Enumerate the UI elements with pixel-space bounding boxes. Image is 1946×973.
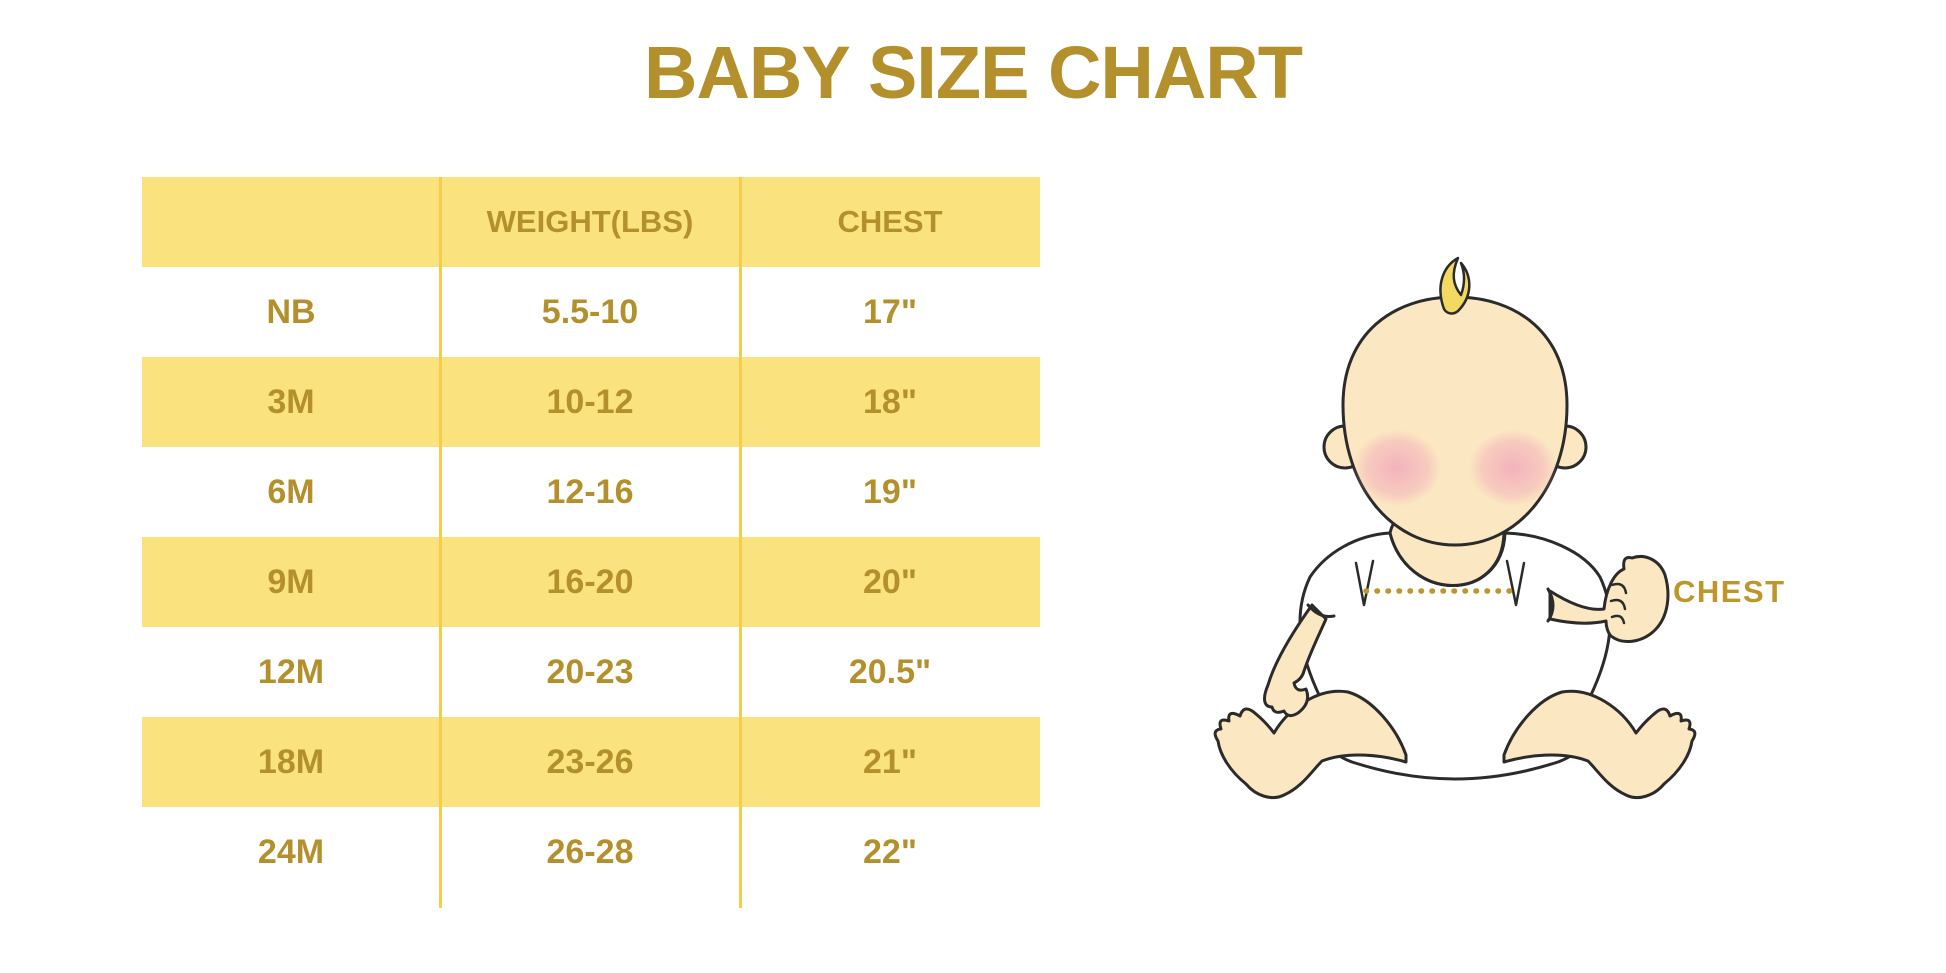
size-cell: NB xyxy=(266,292,316,331)
baby-leg-right xyxy=(1502,689,1697,799)
baby-blush-right xyxy=(1469,430,1557,506)
column-divider xyxy=(739,177,742,908)
chest-cell: 19" xyxy=(863,472,917,511)
table-row: 9M 16-20 20" xyxy=(142,537,1040,627)
baby-arm-right xyxy=(1548,555,1670,643)
size-cell: 12M xyxy=(257,652,325,691)
weight-cell: 5.5-10 xyxy=(541,292,639,331)
fist-knuckles xyxy=(1609,582,1628,625)
size-cell: 18M xyxy=(257,742,325,781)
size-cell: 3M xyxy=(267,382,315,421)
weight-cell: 12-16 xyxy=(546,472,634,511)
chest-cell: 22" xyxy=(863,832,917,871)
size-cell: 24M xyxy=(257,832,325,871)
table-row: 6M 12-16 19" xyxy=(142,447,1040,537)
baby-illustration: CHEST xyxy=(1160,255,1860,875)
table-header-row: WEIGHT(LBS) CHEST xyxy=(142,177,1040,267)
sleeve-cuff-left xyxy=(1306,603,1336,618)
weight-cell: 16-20 xyxy=(546,562,634,601)
size-table: WEIGHT(LBS) CHEST NB 5.5-10 17" 3M 10-12… xyxy=(142,177,1040,908)
baby-hair-curl xyxy=(1439,256,1471,315)
weight-cell: 23-26 xyxy=(546,742,634,781)
baby-arm-left xyxy=(1263,603,1328,718)
weight-cell: 10-12 xyxy=(546,382,634,421)
chest-cell: 17" xyxy=(863,292,917,331)
table-row: NB 5.5-10 17" xyxy=(142,267,1040,357)
chest-cell: 20.5" xyxy=(848,652,932,691)
size-cell: 6M xyxy=(267,472,315,511)
table-row: 3M 10-12 18" xyxy=(142,357,1040,447)
weight-cell: 20-23 xyxy=(546,652,634,691)
column-divider xyxy=(439,177,442,908)
chest-cell: 21" xyxy=(863,742,917,781)
header-chest: CHEST xyxy=(837,204,943,239)
table-row: 12M 20-23 20.5" xyxy=(142,627,1040,717)
size-cell: 9M xyxy=(267,562,315,601)
armpit-notch-left xyxy=(1354,559,1375,607)
table-row: 18M 23-26 21" xyxy=(142,717,1040,807)
header-weight: WEIGHT(LBS) xyxy=(486,204,694,239)
baby-head xyxy=(1341,295,1569,547)
baby-blush-left xyxy=(1353,430,1441,506)
chest-cell: 20" xyxy=(863,562,917,601)
sleeve-cuff-right xyxy=(1546,587,1555,623)
chest-cell: 18" xyxy=(863,382,917,421)
weight-cell: 26-28 xyxy=(546,832,634,871)
table-row: 24M 26-28 22" xyxy=(142,807,1040,897)
chest-label: CHEST xyxy=(1673,574,1786,609)
page-title: BABY SIZE CHART xyxy=(644,31,1303,114)
armpit-notch-right xyxy=(1505,559,1526,607)
